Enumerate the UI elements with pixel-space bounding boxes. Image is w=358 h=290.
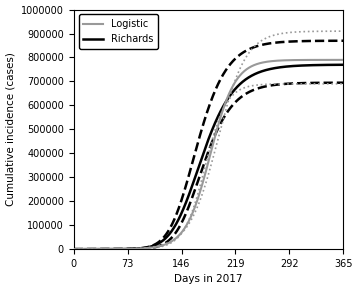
Legend: Logistic, Richards: Logistic, Richards	[78, 14, 158, 49]
X-axis label: Days in 2017: Days in 2017	[174, 274, 243, 284]
Y-axis label: Cumulative incidence (cases): Cumulative incidence (cases)	[6, 52, 15, 206]
